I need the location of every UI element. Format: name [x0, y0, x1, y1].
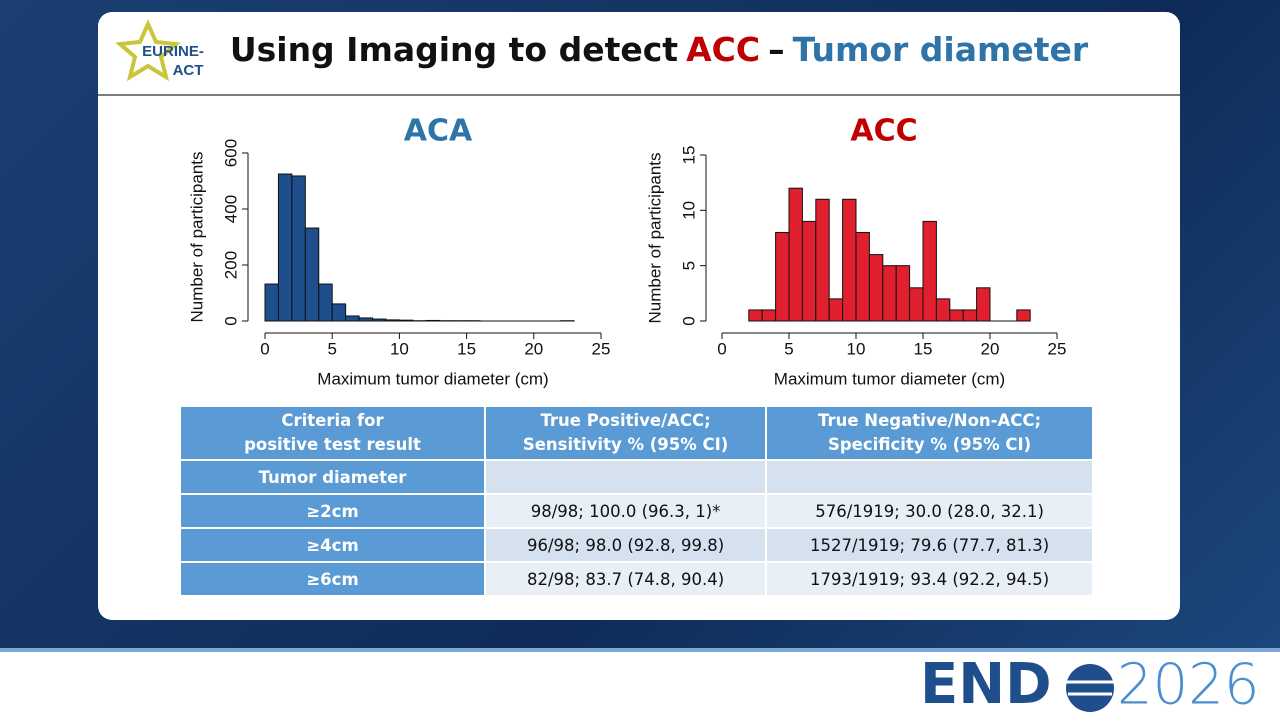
criteria-cell: ≥2cm: [180, 494, 485, 528]
bar: [963, 310, 976, 321]
y-tick-label: 400: [221, 195, 240, 223]
bar: [776, 232, 789, 321]
logo-text: EURINE-: [142, 43, 204, 60]
bar: [896, 266, 909, 321]
brand: END: [920, 652, 1052, 717]
criteria-cell: ≥6cm: [180, 562, 485, 596]
value-cell: 96/98; 98.0 (92.8, 99.8): [485, 528, 766, 562]
bar: [923, 221, 936, 321]
header-text: Sensitivity % (95% CI): [486, 433, 765, 457]
chart-title: ACC: [850, 114, 917, 149]
header-text: Specificity % (95% CI): [767, 433, 1092, 457]
bar: [869, 255, 882, 321]
value-cell: [766, 460, 1093, 494]
globe: [1066, 664, 1114, 712]
bar: [749, 310, 762, 321]
y-tick-label: 10: [679, 201, 698, 220]
y-axis-label: Number of participants: [187, 151, 206, 322]
x-axis-label: Maximum tumor diameter (cm): [774, 369, 1005, 388]
x-tick-label: 15: [914, 339, 933, 358]
bar: [305, 228, 318, 321]
value-cell: 576/1919; 30.0 (28.0, 32.1): [766, 494, 1093, 528]
y-tick-label: 0: [221, 316, 240, 325]
y-tick-label: 5: [679, 261, 698, 270]
bar: [829, 299, 842, 321]
endo-logo: END 2026: [0, 652, 1280, 724]
value-cell: 1793/1919; 93.4 (92.2, 94.5): [766, 562, 1093, 596]
bar: [1017, 310, 1030, 321]
bar: [816, 199, 829, 321]
x-tick-label: 10: [390, 339, 409, 358]
bar: [950, 310, 963, 321]
criteria-cell: Tumor diameter: [180, 460, 485, 494]
bar: [789, 188, 802, 321]
x-tick-label: 15: [457, 339, 476, 358]
x-tick-label: 25: [592, 339, 611, 358]
bar: [373, 319, 386, 321]
x-tick-label: 10: [847, 339, 866, 358]
x-tick-label: 20: [981, 339, 1000, 358]
x-tick-label: 0: [717, 339, 726, 358]
bar: [346, 316, 359, 321]
header-text: True Positive/ACC;: [486, 409, 765, 433]
header-text: Criteria for: [181, 409, 484, 433]
bar: [843, 199, 856, 321]
bar: [292, 176, 305, 321]
chart-title: ACA: [404, 114, 473, 149]
logo-text: ACT: [173, 62, 204, 79]
y-tick-label: 15: [679, 146, 698, 165]
value-cell: [485, 460, 766, 494]
bar: [883, 266, 896, 321]
criteria-cell: ≥4cm: [180, 528, 485, 562]
year: 2026: [1117, 652, 1260, 717]
bar: [977, 288, 990, 321]
y-tick-label: 600: [221, 139, 240, 167]
header-cell: True Negative/Non-ACC;Specificity % (95%…: [766, 406, 1093, 460]
x-tick-label: 0: [260, 339, 269, 358]
footer-band: END 2026: [0, 648, 1280, 724]
header-text: True Negative/Non-ACC;: [767, 409, 1092, 433]
header-text: positive test result: [181, 433, 484, 457]
table-row: Tumor diameter: [180, 460, 1093, 494]
bar: [278, 174, 291, 321]
bar: [399, 320, 412, 321]
bar: [265, 284, 278, 321]
y-tick-label: 0: [679, 316, 698, 325]
bar: [332, 304, 345, 321]
x-axis-label: Maximum tumor diameter (cm): [317, 369, 548, 388]
x-tick-label: 20: [524, 339, 543, 358]
value-cell: 98/98; 100.0 (96.3, 1)*: [485, 494, 766, 528]
bar: [762, 310, 775, 321]
bar: [910, 288, 923, 321]
bar: [802, 221, 815, 321]
value-cell: 82/98; 83.7 (74.8, 90.4): [485, 562, 766, 596]
bar: [856, 232, 869, 321]
x-tick-label: 25: [1048, 339, 1067, 358]
x-tick-label: 5: [327, 339, 336, 358]
bar: [359, 318, 372, 321]
y-axis-label: Number of participants: [645, 152, 664, 323]
bar: [936, 299, 949, 321]
header-cell: True Positive/ACC;Sensitivity % (95% CI): [485, 406, 766, 460]
x-tick-label: 5: [784, 339, 793, 358]
y-tick-label: 200: [221, 251, 240, 279]
value-cell: 1527/1919; 79.6 (77.7, 81.3): [766, 528, 1093, 562]
bar: [319, 284, 332, 321]
bar: [386, 320, 399, 321]
bar: [426, 320, 439, 321]
